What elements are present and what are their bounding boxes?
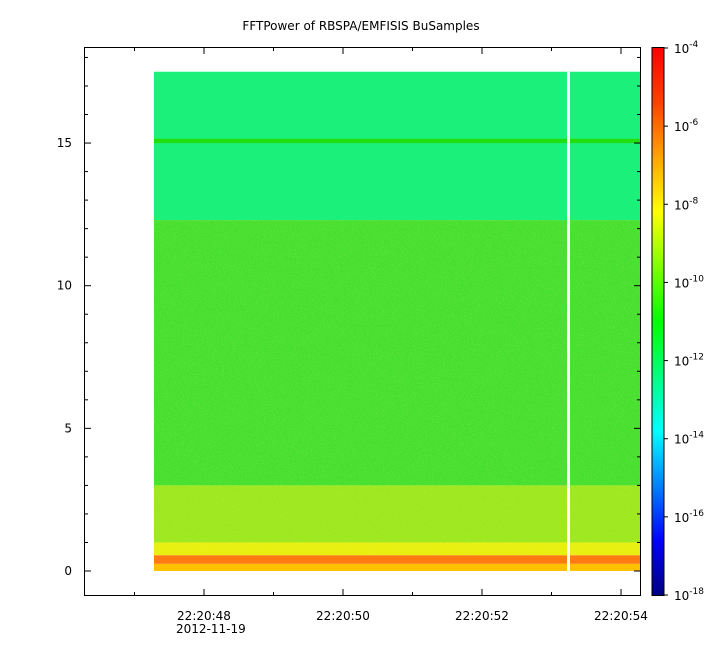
spectrogram-band	[154, 555, 640, 564]
y-tick-label: 15	[57, 136, 72, 150]
x-tick-label: 22:20:50	[316, 609, 370, 623]
x-axis-date-label: 2012-11-19	[176, 622, 246, 636]
colorbar-tick-label: 10-6	[674, 118, 699, 134]
colorbar-tick-label: 10-18	[674, 587, 704, 603]
colorbar-tick-label: 10-8	[674, 196, 699, 212]
spectrogram-band	[154, 71, 640, 221]
x-tick-label: 22:20:48	[177, 609, 231, 623]
spectrogram-band	[154, 563, 640, 571]
chart-title: FFTPower of RBSPA/EMFISIS BuSamples	[242, 19, 479, 33]
colorbar: 10-18 10-16 10-14 10-12 10-10 10-8 10-6 10-4	[651, 40, 704, 603]
colorbar-tick-label: 10-4	[674, 40, 699, 56]
colorbar-tick-label: 10-10	[674, 274, 704, 290]
colorbar-tick-label: 10-12	[674, 353, 704, 369]
y-tick-label: 5	[64, 421, 72, 435]
x-tick-label: 22:20:54	[594, 609, 648, 623]
y-axis: 0 5 10 15	[57, 56, 640, 578]
x-tick-label: 22:20:52	[455, 609, 509, 623]
y-tick-label: 0	[64, 564, 72, 578]
x-axis: 22:20:48 22:20:50 22:20:52 22:20:54	[134, 48, 648, 623]
spectrogram-image	[154, 71, 640, 571]
colorbar-scale	[651, 47, 665, 596]
data-gap	[567, 71, 570, 571]
colorbar-tick-label: 10-14	[674, 431, 704, 447]
colorbar-tick-label: 10-16	[674, 509, 704, 525]
y-tick-label: 10	[57, 279, 72, 293]
spectrogram-noise	[154, 220, 640, 554]
spectrogram-band	[154, 138, 640, 144]
